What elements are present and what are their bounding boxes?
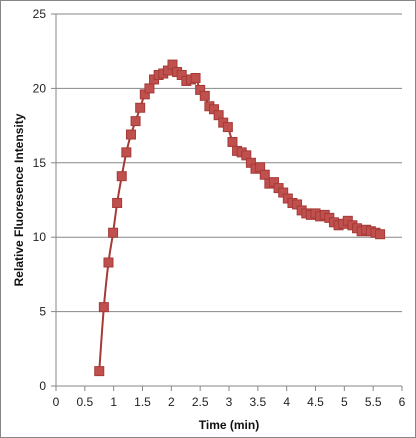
x-tick-labels: 0 0.5 1 1.5 2 2.5 3 3.5 4 4.5 5 5.5 6 — [53, 395, 406, 409]
axes — [51, 13, 403, 391]
x-tick-label: 1 — [110, 395, 117, 409]
x-tick-label: 5.5 — [365, 395, 382, 409]
x-tick-label: 5 — [341, 395, 348, 409]
data-point-6 — [121, 147, 132, 158]
data-point-36 — [259, 169, 270, 180]
y-tick-label: 20 — [33, 81, 47, 95]
y-axis-title: Relative Fluoresence Intensity — [12, 113, 26, 286]
data-points — [94, 59, 386, 377]
data-point-7 — [125, 129, 136, 140]
x-tick-label: 0.5 — [76, 395, 93, 409]
y-tick-label: 0 — [39, 379, 46, 393]
data-point-11 — [144, 83, 155, 94]
data-point-2 — [103, 257, 114, 268]
y-tick-labels: 0 5 10 15 20 25 — [33, 7, 47, 393]
x-tick-label: 3 — [226, 395, 233, 409]
x-axis-title: Time (min) — [199, 418, 259, 432]
data-point-21 — [190, 72, 201, 83]
x-tick-label: 2 — [168, 395, 175, 409]
x-tick-label: 2.5 — [192, 395, 209, 409]
x-tick-label: 6 — [399, 395, 406, 409]
y-tick-label: 15 — [33, 156, 47, 170]
data-point-4 — [112, 197, 123, 208]
data-point-23 — [199, 90, 210, 101]
data-point-29 — [227, 136, 238, 147]
y-tick-label: 25 — [33, 7, 47, 21]
data-point-5 — [116, 171, 127, 182]
data-point-1 — [98, 302, 109, 313]
data-point-0 — [94, 366, 105, 377]
data-point-8 — [130, 116, 141, 127]
data-point-9 — [135, 102, 146, 113]
x-tick-label: 0 — [53, 395, 60, 409]
data-point-3 — [108, 227, 119, 238]
x-tick-label: 4 — [283, 395, 290, 409]
y-tick-label: 10 — [33, 230, 47, 244]
x-tick-label: 1.5 — [134, 395, 151, 409]
data-point-28 — [222, 122, 233, 133]
x-tick-label: 4.5 — [307, 395, 324, 409]
y-tick-label: 5 — [39, 305, 46, 319]
x-tick-label: 3.5 — [249, 395, 266, 409]
data-point-61 — [375, 229, 386, 240]
